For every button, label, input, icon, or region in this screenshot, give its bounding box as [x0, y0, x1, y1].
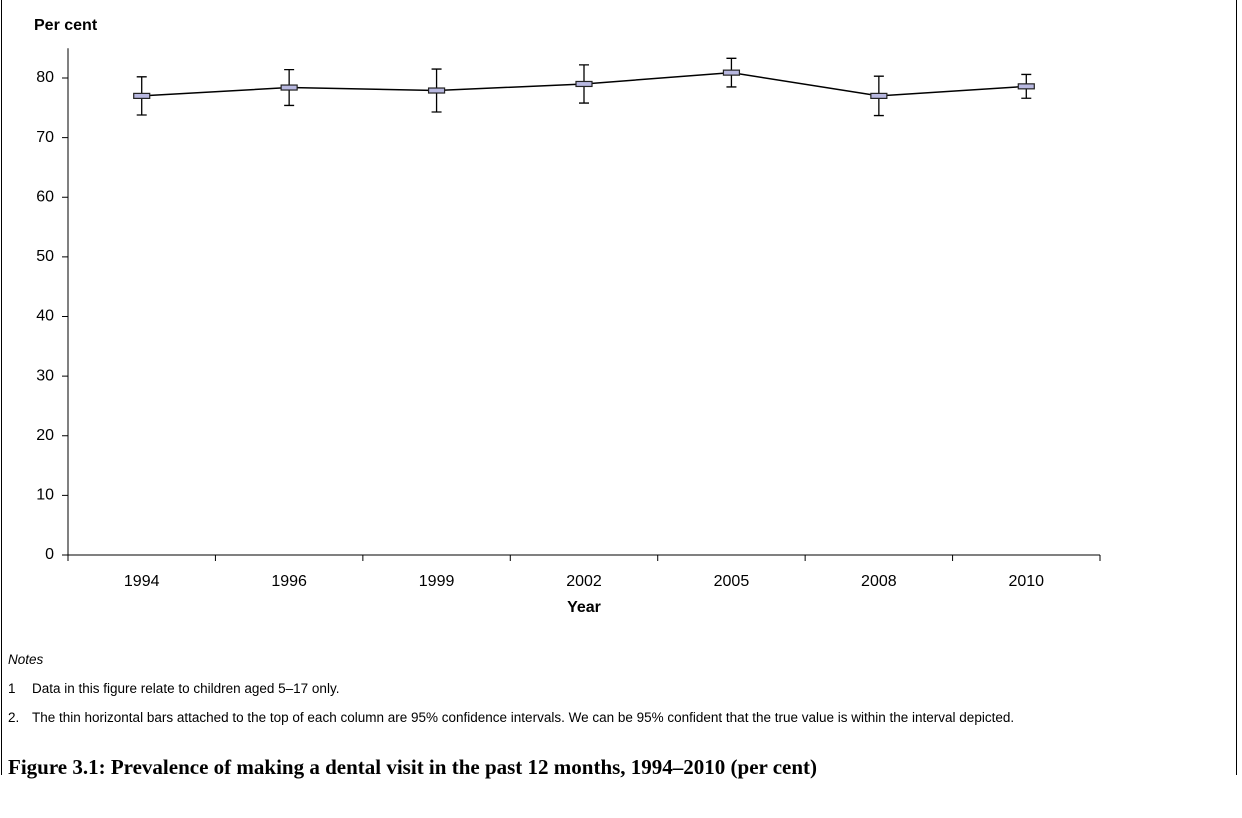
- y-tick-label: 80: [36, 69, 54, 86]
- marker: [722, 69, 741, 76]
- marker: [870, 92, 888, 99]
- marker: [280, 84, 298, 91]
- frame-left: [1, 0, 2, 775]
- x-tick-label: 1994: [124, 573, 160, 590]
- frame-right: [1236, 0, 1237, 775]
- y-tick-label: 20: [36, 427, 54, 444]
- y-axis-label: Per cent: [34, 17, 98, 34]
- chart: Per cent Year 0 10 20 30 40 50 60 70 80 1994 1996 1…: [34, 17, 1101, 616]
- notes-title: Notes: [8, 652, 44, 667]
- y-tick-label: 50: [36, 248, 54, 265]
- marker: [575, 80, 593, 88]
- note: 2. The thin horizontal bars attached to t…: [8, 708, 1128, 727]
- y-tick-label: 10: [36, 487, 54, 504]
- note-number: 2.: [8, 710, 20, 725]
- note-text: Data in this figure relate to children a…: [32, 681, 340, 696]
- figure-caption: Figure 3.1: Prevalence of making a denta…: [8, 755, 818, 779]
- x-tick-label: 2010: [1008, 573, 1044, 590]
- y-tick-label: 0: [45, 546, 54, 563]
- notes: Notes 1 Data in this figure relate to chi…: [8, 652, 1128, 737]
- y-tick-label: 60: [36, 188, 54, 205]
- y-tick-label: 70: [36, 129, 54, 146]
- x-tick-label: 2002: [566, 573, 602, 590]
- x-tick-label: 2005: [714, 573, 750, 590]
- x-tick-label: 1996: [271, 573, 307, 590]
- x-tick-label: 2008: [861, 573, 897, 590]
- note-number: 1: [8, 681, 16, 696]
- y-tick-label: 30: [36, 367, 54, 384]
- marker: [133, 92, 151, 99]
- x-axis-label: Year: [567, 599, 601, 616]
- marker: [1017, 83, 1035, 90]
- note: 1 Data in this figure relate to children …: [8, 679, 1128, 698]
- marker: [427, 87, 446, 94]
- note-text: The thin horizontal bars attached to the…: [32, 710, 1015, 725]
- y-tick-label: 40: [36, 308, 54, 325]
- x-tick-label: 1999: [419, 573, 455, 590]
